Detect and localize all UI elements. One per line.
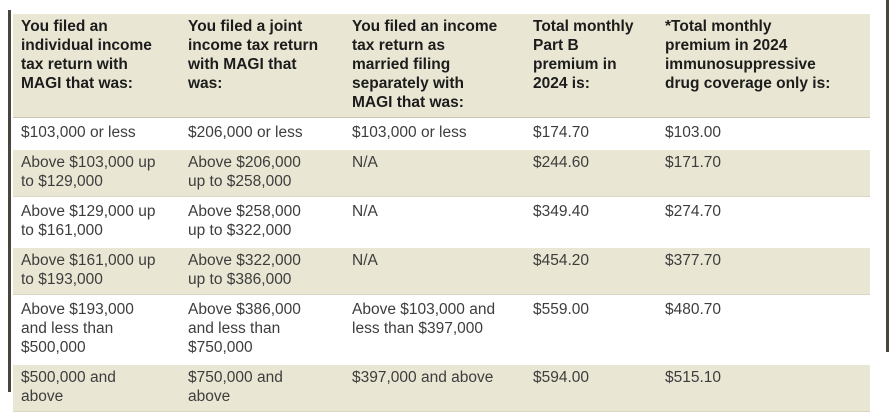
cell-individual-magi: $103,000 or less bbox=[13, 118, 180, 149]
cell-part-b-premium: $174.70 bbox=[525, 118, 657, 149]
cell-part-b-premium: $559.00 bbox=[525, 295, 657, 364]
cell-separate-magi: N/A bbox=[344, 246, 525, 296]
table-row: Above $129,000 up to $161,000 Above $258… bbox=[13, 197, 870, 247]
cell-separate-magi: N/A bbox=[344, 197, 525, 247]
table-row: $500,000 and above $750,000 and above $3… bbox=[13, 363, 870, 412]
left-border-line bbox=[8, 10, 11, 392]
col-header-part-b-premium: Total monthly Part B premium in 2024 is: bbox=[525, 12, 657, 120]
cell-joint-magi: Above $258,000 up to $322,000 bbox=[180, 197, 344, 247]
income-premium-table: You filed an individual income tax retur… bbox=[13, 12, 870, 412]
table-row: Above $193,000 and less than $500,000 Ab… bbox=[13, 295, 870, 364]
col-header-individual-return: You filed an individual income tax retur… bbox=[13, 12, 180, 120]
col-header-joint-return: You filed a joint income tax return with… bbox=[180, 12, 344, 120]
cell-immuno-premium: $480.70 bbox=[657, 295, 870, 364]
cell-immuno-premium: $377.70 bbox=[657, 246, 870, 296]
cell-separate-magi: $103,000 or less bbox=[344, 118, 525, 149]
cell-immuno-premium: $171.70 bbox=[657, 148, 870, 198]
cell-part-b-premium: $244.60 bbox=[525, 148, 657, 198]
cell-individual-magi: Above $161,000 up to $193,000 bbox=[13, 246, 180, 296]
table-row: $103,000 or less $206,000 or less $103,0… bbox=[13, 118, 870, 149]
right-border-line bbox=[886, 0, 889, 352]
cell-immuno-premium: $274.70 bbox=[657, 197, 870, 247]
cell-joint-magi: $750,000 and above bbox=[180, 363, 344, 412]
table-row: Above $103,000 up to $129,000 Above $206… bbox=[13, 148, 870, 198]
cell-immuno-premium: $515.10 bbox=[657, 363, 870, 412]
cell-part-b-premium: $454.20 bbox=[525, 246, 657, 296]
cell-individual-magi: Above $103,000 up to $129,000 bbox=[13, 148, 180, 198]
cell-separate-magi: Above $103,000 and less than $397,000 bbox=[344, 295, 525, 364]
header-row: You filed an individual income tax retur… bbox=[13, 12, 870, 120]
cell-part-b-premium: $349.40 bbox=[525, 197, 657, 247]
col-header-married-separate-return: You filed an income tax return as marrie… bbox=[344, 12, 525, 120]
col-header-immunosuppressive-premium: *Total monthly premium in 2024 immunosup… bbox=[657, 12, 870, 120]
cell-individual-magi: $500,000 and above bbox=[13, 363, 180, 412]
cell-separate-magi: N/A bbox=[344, 148, 525, 198]
cell-part-b-premium: $594.00 bbox=[525, 363, 657, 412]
cell-joint-magi: Above $206,000 up to $258,000 bbox=[180, 148, 344, 198]
cell-joint-magi: $206,000 or less bbox=[180, 118, 344, 149]
cell-joint-magi: Above $386,000 and less than $750,000 bbox=[180, 295, 344, 364]
cell-joint-magi: Above $322,000 up to $386,000 bbox=[180, 246, 344, 296]
table-row: Above $161,000 up to $193,000 Above $322… bbox=[13, 246, 870, 296]
cell-separate-magi: $397,000 and above bbox=[344, 363, 525, 412]
cell-immuno-premium: $103.00 bbox=[657, 118, 870, 149]
cell-individual-magi: Above $129,000 up to $161,000 bbox=[13, 197, 180, 247]
cell-individual-magi: Above $193,000 and less than $500,000 bbox=[13, 295, 180, 364]
